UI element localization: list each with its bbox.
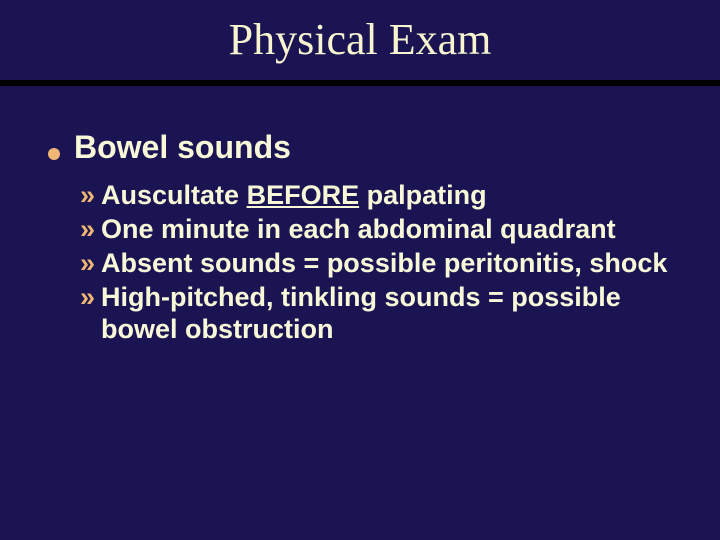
level2-list: » Auscultate BEFORE palpating » One minu… — [80, 180, 690, 345]
divider-line — [0, 80, 720, 86]
level2-text: One minute in each abdominal quadrant — [101, 214, 616, 246]
level1-text: Bowel sounds — [74, 128, 291, 166]
bullet-level1: Bowel sounds — [48, 128, 690, 166]
level2-text: Absent sounds = possible peritonitis, sh… — [101, 248, 667, 280]
chevron-icon: » — [80, 248, 95, 280]
level2-text: High-pitched, tinkling sounds = possible… — [101, 282, 690, 346]
text-underline: BEFORE — [247, 180, 360, 210]
slide-title: Physical Exam — [0, 14, 720, 65]
text-pre: Auscultate — [101, 180, 247, 210]
chevron-icon: » — [80, 180, 95, 212]
title-region: Physical Exam — [0, 0, 720, 65]
content-area: Bowel sounds » Auscultate BEFORE palpati… — [48, 128, 690, 348]
level2-text: Auscultate BEFORE palpating — [101, 180, 487, 212]
chevron-icon: » — [80, 214, 95, 246]
list-item: » Auscultate BEFORE palpating — [80, 180, 690, 212]
list-item: » Absent sounds = possible peritonitis, … — [80, 248, 690, 280]
text-post: palpating — [359, 180, 487, 210]
bullet-dot-icon — [48, 148, 60, 160]
slide: Physical Exam Bowel sounds » Auscultate … — [0, 0, 720, 540]
list-item: » High-pitched, tinkling sounds = possib… — [80, 282, 690, 346]
chevron-icon: » — [80, 282, 95, 314]
list-item: » One minute in each abdominal quadrant — [80, 214, 690, 246]
